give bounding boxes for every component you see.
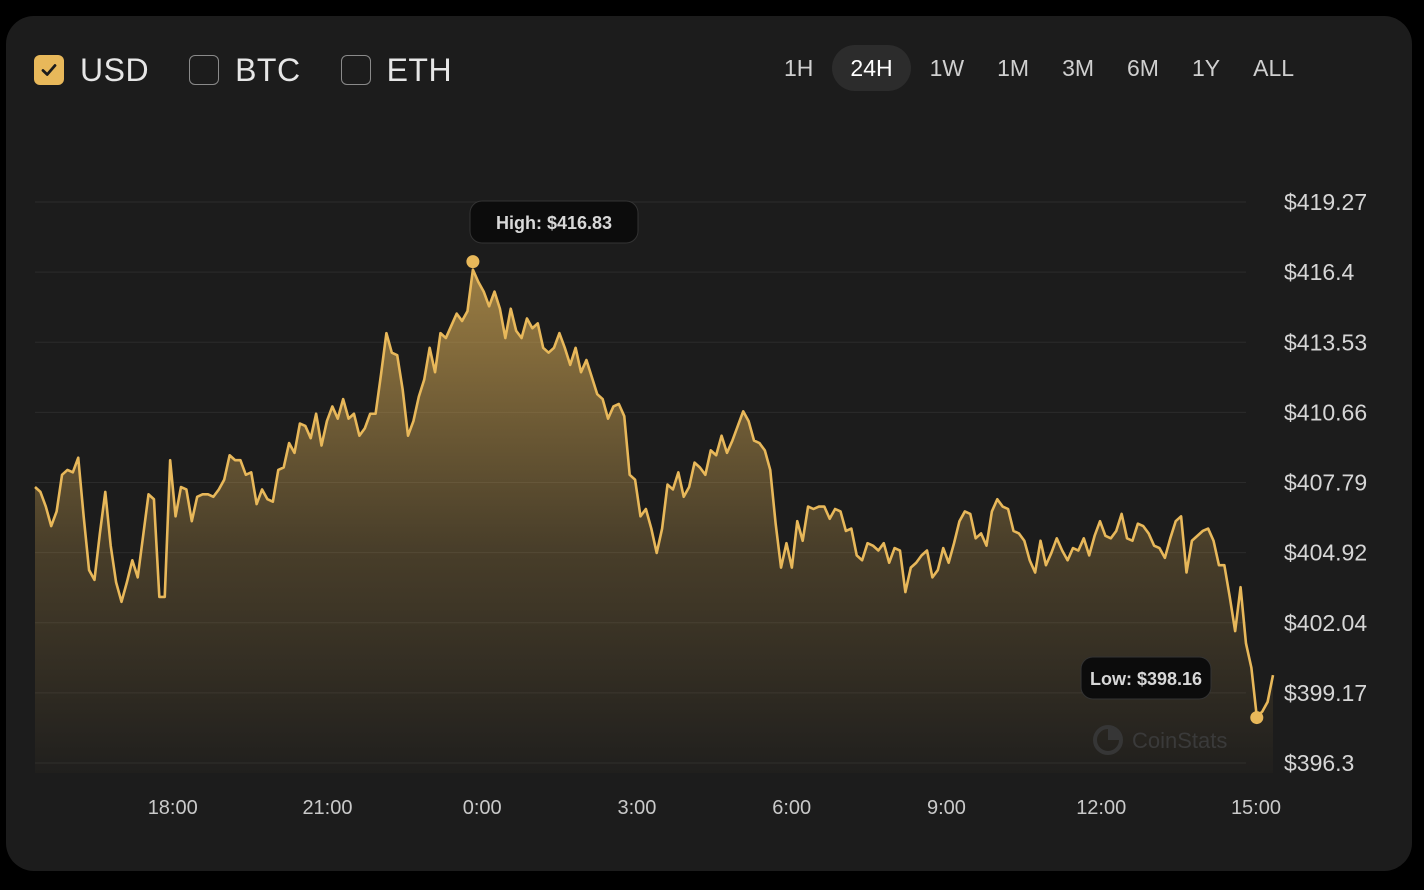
y-tick-label: $402.04 (1284, 610, 1367, 636)
x-tick-label: 15:00 (1231, 797, 1281, 819)
x-tick-label: 0:00 (463, 797, 502, 819)
high-tooltip (469, 200, 639, 244)
low-label: Low: $398.16 (1090, 669, 1202, 689)
coinstats-logo-icon (1093, 725, 1123, 755)
range-1w-button[interactable]: 1W (929, 55, 965, 81)
range-6m-button[interactable]: 6M (1127, 55, 1159, 81)
x-tick-label: 9:00 (927, 797, 966, 819)
currency-eth-label: ETH (386, 51, 453, 88)
low-point (1250, 711, 1264, 725)
y-tick-label: $396.3 (1284, 750, 1354, 776)
y-tick-label: $404.92 (1284, 540, 1367, 566)
price-chart-card: USD BTC ETH 1H 24H 1W 1M 3M 6M 1Y ALL (6, 16, 1412, 871)
x-tick-label: 21:00 (302, 797, 352, 819)
high-label: High: $416.83 (496, 213, 612, 233)
usd-checkbox[interactable] (34, 55, 64, 85)
range-all-button[interactable]: ALL (1253, 55, 1295, 81)
eth-checkbox[interactable] (340, 55, 371, 85)
y-tick-label: $410.66 (1284, 399, 1367, 425)
x-tick-label: 18:00 (148, 797, 198, 819)
time-range-selector: 1H 24H 1W 1M 3M 6M 1Y ALL (770, 45, 1313, 91)
btc-checkbox[interactable] (189, 55, 220, 85)
range-1m-button[interactable]: 1M (997, 55, 1030, 81)
high-point (466, 255, 480, 269)
price-area-chart[interactable]: $419.27 $416.4 $413.53 $410.66 $407.79 $404.9… (6, 16, 1412, 871)
currency-selector: USD BTC ETH (34, 50, 492, 90)
y-tick-label: $413.53 (1284, 329, 1367, 355)
currency-eth[interactable]: ETH (340, 51, 453, 89)
range-24h-button[interactable]: 24H (832, 45, 911, 91)
y-tick-label: $407.79 (1284, 470, 1367, 496)
price-area-fill (35, 269, 1273, 773)
low-tooltip (1080, 656, 1212, 700)
y-tick-label: $419.27 (1284, 189, 1367, 215)
checkmark-icon (41, 64, 57, 76)
x-tick-label: 6:00 (772, 797, 811, 819)
range-1y-button[interactable]: 1Y (1191, 55, 1221, 81)
x-tick-label: 3:00 (618, 797, 657, 819)
x-tick-label: 12:00 (1076, 797, 1126, 819)
price-line (34, 268, 1275, 718)
coinstats-watermark: CoinStats (1132, 728, 1227, 753)
currency-btc[interactable]: BTC (189, 52, 301, 89)
range-1h-button[interactable]: 1H (784, 55, 814, 81)
y-tick-label: $399.17 (1284, 680, 1367, 706)
currency-usd-label: USD (80, 51, 150, 88)
currency-usd[interactable]: USD (34, 52, 149, 89)
y-tick-label: $416.4 (1284, 259, 1355, 285)
currency-btc-label: BTC (235, 51, 301, 88)
range-3m-button[interactable]: 3M (1062, 55, 1095, 81)
